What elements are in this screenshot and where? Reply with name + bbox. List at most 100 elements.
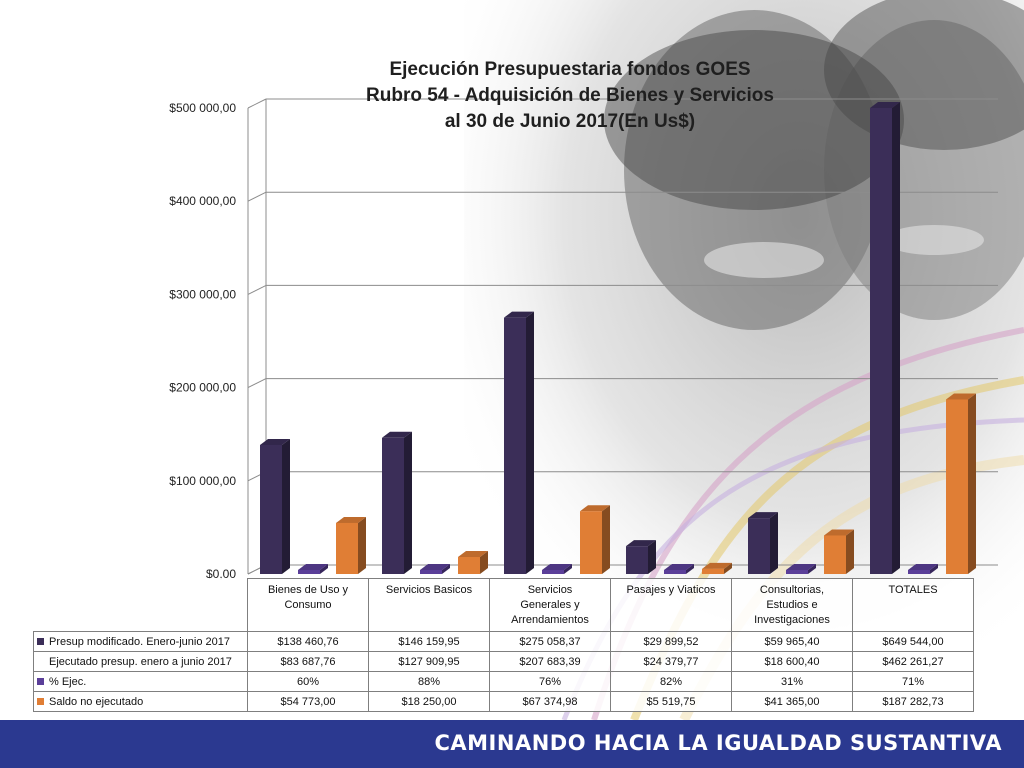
legend-key-icon [37,638,44,646]
y-tick-label: $300 000,00 [169,287,236,301]
bar-side [724,562,732,574]
table-cell: $83 687,76 [247,651,369,672]
y-tick-label: $400 000,00 [169,194,236,208]
bar [748,518,770,574]
footer-bar: CAMINANDO HACIA LA IGUALDAD SUSTANTIVA [0,720,1024,768]
bar-top [702,562,732,569]
bar-side [320,564,328,574]
table-cell: 60% [247,671,369,692]
y-tick-label: $500 000,00 [169,101,236,115]
bar-top [908,564,938,570]
legend-key-icon [37,658,44,665]
bar [298,570,320,574]
table-cell: 71% [852,671,974,692]
table-cell: $138 460,76 [247,631,369,652]
bar-top [260,438,290,445]
category-label: Bienes de Uso y Consumo [247,578,369,632]
table-cell: $146 159,95 [368,631,490,652]
bar-side [442,564,450,574]
bar-side [358,516,366,574]
bar-side [282,438,290,574]
chart-title-line: Ejecución Presupuestaria fondos GOES [389,59,751,80]
bar [786,570,808,574]
bar-top [420,564,450,570]
gridline-diag [247,191,267,202]
chart-title-line: Rubro 54 - Adquisición de Bienes y Servi… [366,85,774,106]
table-cell: 76% [489,671,611,692]
chart-title: Ejecución Presupuestaria fondos GOES Rub… [310,57,830,135]
category-label: Consultorias, Estudios e Investigaciones [731,578,853,632]
bar-top [946,393,976,400]
legend-entry: Presup modificado. Enero-junio 2017 [33,631,248,652]
category-label: Servicios Basicos [368,578,490,632]
gridline-diag [247,378,267,389]
table-cell: $649 544,00 [852,631,974,652]
bar-side [526,311,534,574]
bar-top [458,550,488,557]
table-row: % Ejec. 60% 88% 76% 82% 31% 71% [33,671,974,692]
legend-entry: Ejecutado presup. enero a junio 2017 [33,651,248,672]
table-row: Ejecutado presup. enero a junio 2017 $83… [33,651,974,672]
bar [946,399,968,574]
table-row: Presup modificado. Enero-junio 2017 $138… [33,631,974,652]
table-cell: $54 773,00 [247,691,369,712]
bar-top [664,564,694,570]
bar [626,546,648,574]
bar-top [824,529,854,536]
table-cell: $127 909,95 [368,651,490,672]
bar-top [382,431,412,438]
category-label: TOTALES [852,578,974,632]
table-cell: $67 374,98 [489,691,611,712]
bar-side [686,564,694,574]
gridline-diag [247,284,267,295]
bar-side [648,540,656,574]
bar-top [504,311,534,318]
table-cell: $275 058,37 [489,631,611,652]
bar [260,444,282,574]
category-label: Servicios Generales y Arrendamientos [489,578,611,632]
table-cell: $59 965,40 [731,631,853,652]
bar [702,568,724,574]
legend-key-icon [37,678,44,686]
table-row: Saldo no ejecutado $54 773,00 $18 250,00… [33,691,974,712]
table-cell: 82% [610,671,732,692]
legend-entry: Saldo no ejecutado [33,691,248,712]
table-cell: $462 261,27 [852,651,974,672]
table-cell: $5 519,75 [610,691,732,712]
bar-side [846,529,854,574]
bar-top [580,505,610,512]
bar [870,108,892,574]
table-cell: $29 899,52 [610,631,732,652]
y-tick-label: $200 000,00 [169,381,236,395]
bar-top [786,564,816,570]
table-cell: $24 379,77 [610,651,732,672]
category-row: Bienes de Uso y Consumo Servicios Basicos… [34,578,974,632]
table-cell: 88% [368,671,490,692]
bar [382,437,404,574]
bar-side [930,564,938,574]
bar-side [770,512,778,574]
bar-top [542,564,572,570]
table-cell: $187 282,73 [852,691,974,712]
bar-top [870,102,900,108]
footer-slogan: CAMINANDO HACIA LA IGUALDAD SUSTANTIVA [434,731,1002,755]
bar [908,570,930,574]
bar [420,570,442,574]
bar-top [336,516,366,523]
bar [458,556,480,574]
bar-side [404,431,412,574]
data-table: Bienes de Uso y Consumo Servicios Basicos… [33,578,974,712]
gridline-diag [247,98,267,109]
bar [542,570,564,574]
bar [824,535,846,574]
category-label: Pasajes y Viaticos [610,578,732,632]
bar-top [748,512,778,519]
table-cell: 31% [731,671,853,692]
legend-entry: % Ejec. [33,671,248,692]
bar [336,522,358,574]
bar-side [480,550,488,574]
bar-top [298,564,328,570]
bar-side [602,505,610,574]
bar [504,317,526,574]
bar-side [968,393,976,574]
